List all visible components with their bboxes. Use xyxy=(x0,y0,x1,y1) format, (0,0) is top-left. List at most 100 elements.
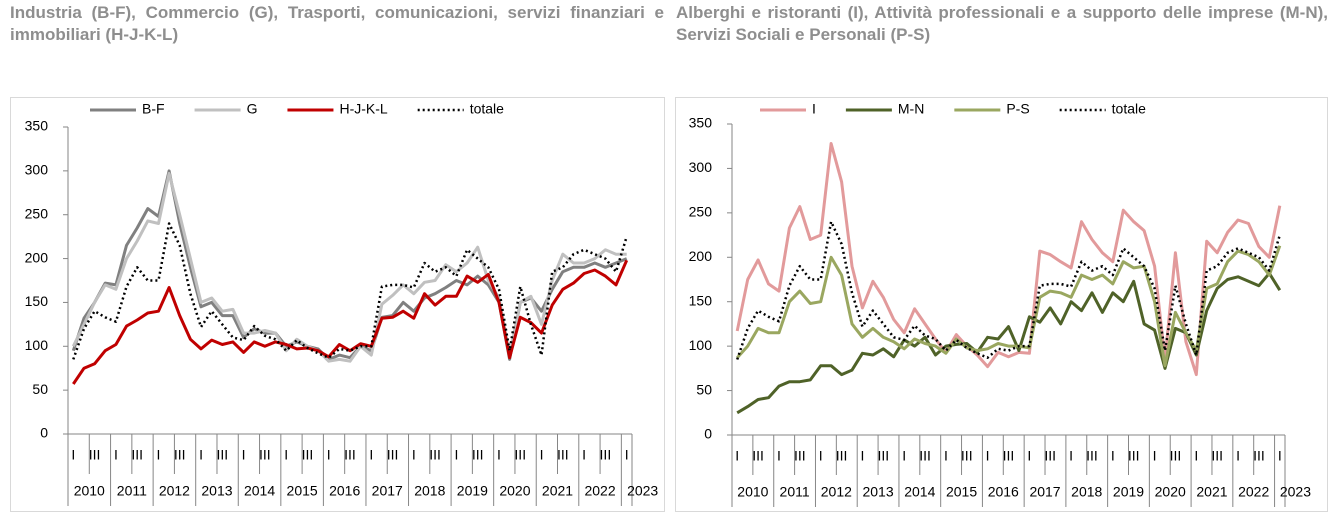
x-tick-label: III xyxy=(794,448,806,464)
year-label: 2021 xyxy=(542,483,573,499)
x-tick-label: I xyxy=(71,447,75,463)
x-tick-label: I xyxy=(625,447,629,463)
x-tick-label: I xyxy=(369,447,373,463)
y-tick-label: 300 xyxy=(25,162,49,178)
x-tick-label: III xyxy=(557,447,569,463)
year-label: 2022 xyxy=(1238,484,1269,500)
chart-title: Industria (B-F), Commercio (G), Trasport… xyxy=(10,3,664,44)
series-line xyxy=(735,142,1282,377)
year-label: 2012 xyxy=(159,483,190,499)
year-label: 2017 xyxy=(1029,484,1060,500)
series-line xyxy=(72,222,628,360)
y-tick-label: 150 xyxy=(689,292,713,308)
series-line xyxy=(72,259,629,385)
x-tick-label: III xyxy=(1170,448,1182,464)
series-line xyxy=(736,220,1281,360)
x-tick-label: III xyxy=(174,447,186,463)
year-label: 2022 xyxy=(584,483,615,499)
year-label: 2016 xyxy=(988,484,1019,500)
x-tick-label: I xyxy=(819,448,823,464)
legend-label: totale xyxy=(470,101,504,117)
x-tick-label: III xyxy=(1253,448,1265,464)
x-tick-label: III xyxy=(89,447,101,463)
x-tick-label: I xyxy=(1111,448,1115,464)
x-tick-label: I xyxy=(777,448,781,464)
x-tick-label: III xyxy=(387,447,399,463)
x-tick-label: III xyxy=(344,447,356,463)
y-tick-label: 200 xyxy=(689,248,713,264)
year-label: 2019 xyxy=(1113,484,1144,500)
x-tick-label: I xyxy=(327,447,331,463)
x-tick-label: I xyxy=(157,447,161,463)
y-tick-label: 0 xyxy=(704,426,712,442)
chart-frame xyxy=(10,97,665,512)
x-tick-label: I xyxy=(1027,448,1031,464)
chart-frame xyxy=(675,97,1328,512)
x-tick-label: I xyxy=(497,447,501,463)
x-tick-label: III xyxy=(919,448,931,464)
y-tick-label: 100 xyxy=(689,337,713,353)
x-tick-label: I xyxy=(1069,448,1073,464)
year-label: 2016 xyxy=(329,483,360,499)
legend-label: G xyxy=(247,101,258,117)
x-tick-label: I xyxy=(1236,448,1240,464)
year-label: 2014 xyxy=(244,483,275,499)
x-tick-label: III xyxy=(429,447,441,463)
year-label: 2015 xyxy=(946,484,977,500)
y-tick-label: 50 xyxy=(32,381,48,397)
x-tick-label: III xyxy=(1128,448,1140,464)
year-label: 2023 xyxy=(1280,484,1311,500)
x-tick-label: I xyxy=(582,447,586,463)
year-label: 2014 xyxy=(904,484,935,500)
y-tick-label: 350 xyxy=(689,115,713,131)
x-tick-label: I xyxy=(735,448,739,464)
x-tick-label: I xyxy=(284,447,288,463)
chart-title: Alberghi e ristoranti (I), Attività prof… xyxy=(676,3,1328,44)
x-tick-label: I xyxy=(902,448,906,464)
x-tick-label: III xyxy=(836,448,848,464)
x-tick-label: I xyxy=(1278,448,1282,464)
year-label: 2010 xyxy=(74,483,105,499)
x-tick-label: III xyxy=(1211,448,1223,464)
legend-label: M-N xyxy=(898,101,924,117)
year-label: 2013 xyxy=(201,483,232,499)
x-tick-label: I xyxy=(242,447,246,463)
x-tick-label: I xyxy=(199,447,203,463)
x-tick-label: III xyxy=(216,447,228,463)
x-tick-label: III xyxy=(961,448,973,464)
year-label: 2010 xyxy=(737,484,768,500)
x-tick-label: III xyxy=(600,447,612,463)
year-label: 2015 xyxy=(287,483,318,499)
x-tick-label: I xyxy=(986,448,990,464)
year-label: 2017 xyxy=(372,483,403,499)
x-tick-label: I xyxy=(944,448,948,464)
year-label: 2013 xyxy=(862,484,893,500)
legend-label: I xyxy=(812,101,816,117)
year-label: 2023 xyxy=(627,483,658,499)
y-tick-label: 250 xyxy=(25,205,49,221)
legend-label: B-F xyxy=(142,101,165,117)
legend-label: P-S xyxy=(1006,101,1029,117)
x-tick-label: I xyxy=(454,447,458,463)
year-label: 2011 xyxy=(780,484,810,500)
year-label: 2021 xyxy=(1196,484,1227,500)
legend-label: H-J-K-L xyxy=(339,101,387,117)
x-tick-label: I xyxy=(412,447,416,463)
year-label: 2020 xyxy=(499,483,530,499)
y-tick-label: 350 xyxy=(25,118,49,134)
y-tick-label: 150 xyxy=(25,293,49,309)
x-tick-label: III xyxy=(1044,448,1056,464)
x-tick-label: III xyxy=(752,448,764,464)
x-tick-label: III xyxy=(259,447,271,463)
y-tick-label: 100 xyxy=(25,337,49,353)
y-tick-label: 0 xyxy=(40,425,48,441)
year-label: 2011 xyxy=(117,483,147,499)
x-tick-label: III xyxy=(1003,448,1015,464)
year-label: 2018 xyxy=(1071,484,1102,500)
year-label: 2018 xyxy=(414,483,445,499)
x-tick-label: I xyxy=(860,448,864,464)
y-tick-label: 50 xyxy=(696,381,712,397)
x-tick-label: I xyxy=(114,447,118,463)
